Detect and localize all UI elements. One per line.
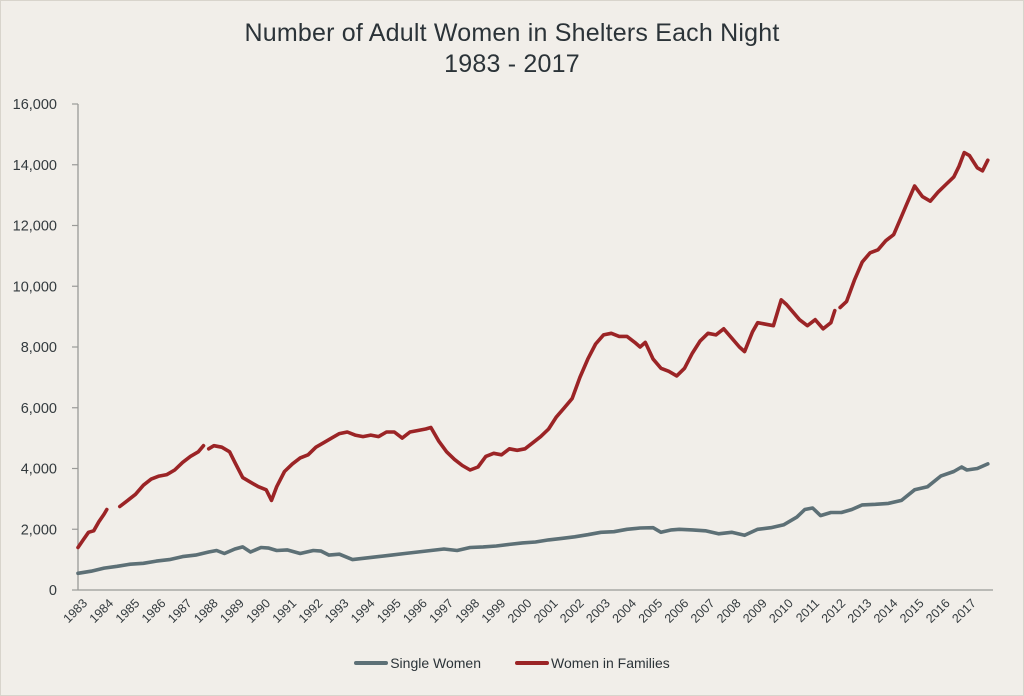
- x-tick-label: 2011: [793, 596, 822, 625]
- x-tick-label: 1998: [453, 596, 483, 626]
- series-single-women: [76, 462, 990, 576]
- legend-item-women-in-families: Women in Families: [515, 655, 670, 671]
- x-tick-label: 2006: [662, 596, 692, 626]
- chart-title: Number of Adult Women in Shelters Each N…: [0, 18, 1024, 80]
- y-tick-label: 6,000: [21, 401, 57, 417]
- y-tick-label: 10,000: [13, 279, 57, 295]
- legend-label-single-women: Single Women: [390, 655, 481, 671]
- x-tick-label: 1995: [374, 596, 404, 626]
- x-tick-label: 1999: [479, 596, 509, 626]
- series-line-segment: [206, 298, 837, 503]
- x-tick-label: 2013: [845, 596, 875, 626]
- chart-title-line2: 1983 - 2017: [444, 50, 580, 78]
- x-tick-label: 2015: [897, 596, 927, 626]
- x-tick-label: 1985: [113, 596, 143, 626]
- y-tick-label: 14,000: [13, 158, 57, 174]
- x-tick-label: 2001: [531, 596, 561, 626]
- chart-title-line1: Number of Adult Women in Shelters Each N…: [244, 19, 780, 47]
- series-lines: [76, 150, 990, 576]
- y-tick-label: 2,000: [21, 522, 57, 538]
- x-tick-label: 1984: [87, 596, 117, 626]
- x-tick-label: 2007: [688, 596, 718, 626]
- x-tick-label: 1993: [322, 596, 352, 626]
- x-tick-label: 2014: [871, 596, 901, 626]
- legend-swatch-women-in-families: [515, 661, 549, 665]
- x-tick-label: 1991: [270, 596, 300, 626]
- x-tick-label: 2002: [557, 596, 587, 626]
- series-line-segment: [838, 150, 990, 310]
- x-tick-label: 2004: [610, 596, 640, 626]
- x-tick-label: 2010: [766, 596, 796, 626]
- x-tick-label: 1992: [296, 596, 326, 626]
- x-tick-label: 1994: [348, 596, 378, 626]
- x-tick-label: 2009: [740, 596, 770, 626]
- series-women-in-families: [76, 150, 990, 550]
- series-line-segment: [76, 462, 990, 576]
- x-tick-label: 1989: [217, 596, 247, 626]
- x-tick-label: 2016: [923, 596, 953, 626]
- x-tick-label: 2000: [505, 596, 535, 626]
- y-tick-label: 4,000: [21, 462, 57, 478]
- legend: Single Women Women in Families: [0, 655, 1024, 671]
- x-tick-label: 2008: [714, 596, 744, 626]
- y-axis: 0 2,000 4,000 6,000 8,000 10,000 12,000 14,000 1…: [13, 97, 79, 599]
- x-tick-label: 1997: [427, 596, 457, 626]
- x-tick-label: 1990: [244, 596, 274, 626]
- x-tick-label: 2012: [819, 596, 849, 626]
- x-tick-label: 2017: [949, 596, 979, 626]
- x-tick-label: 1988: [191, 596, 221, 626]
- x-tick-label: 2003: [583, 596, 613, 626]
- legend-item-single-women: Single Women: [354, 655, 481, 671]
- x-tick-label: 1996: [400, 596, 430, 626]
- x-tick-label: 2005: [636, 596, 666, 626]
- y-tick-label: 16,000: [13, 97, 57, 113]
- x-tick-label: 1983: [61, 596, 91, 626]
- series-line-segment: [118, 443, 206, 509]
- x-tick-label: 1987: [165, 596, 195, 626]
- y-tick-label: 0: [49, 583, 57, 599]
- x-tick-label: 1986: [139, 596, 169, 626]
- y-tick-label: 12,000: [13, 219, 57, 235]
- legend-swatch-single-women: [354, 661, 389, 665]
- legend-label-women-in-families: Women in Families: [551, 655, 670, 671]
- series-line-segment: [76, 507, 109, 550]
- y-tick-label: 8,000: [21, 340, 57, 356]
- x-axis: 1983198419851986198719881989199019911992…: [61, 589, 993, 626]
